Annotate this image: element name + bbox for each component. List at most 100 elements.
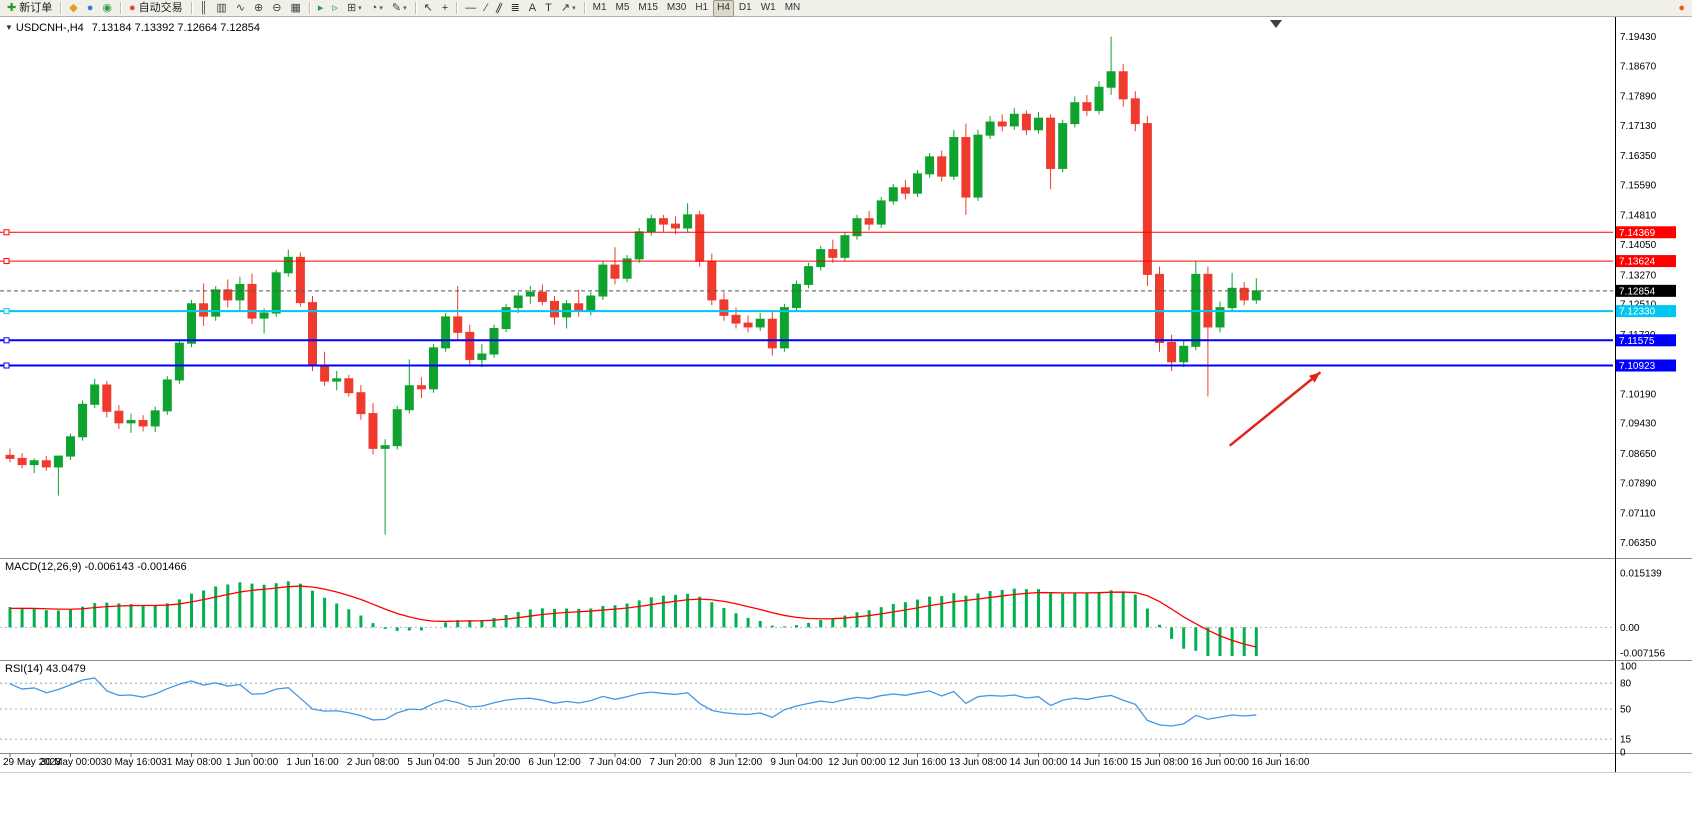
toolbar-separator — [456, 2, 458, 14]
horizontal-line-button[interactable]: — — [461, 0, 480, 17]
text-label-icon: T — [545, 1, 552, 14]
chart-canvas[interactable]: 7.19430 7.18670 7.17890 7.17130 7.16350 7.155… — [0, 17, 1692, 837]
svg-text:7.07890: 7.07890 — [1620, 478, 1657, 489]
fibonacci-button[interactable]: ≣ — [507, 0, 524, 17]
svg-text:7.07110: 7.07110 — [1620, 508, 1656, 519]
price-tag: 7.13624 — [1616, 255, 1676, 268]
level-line-handle[interactable] — [3, 337, 10, 344]
crosshair-button[interactable]: + — [438, 0, 452, 17]
price-tag: 7.14369 — [1616, 226, 1676, 239]
timeframe-h4-button-label: H4 — [717, 2, 730, 13]
channel-icon: ∥ — [494, 0, 505, 15]
svg-text:5 Jun 04:00: 5 Jun 04:00 — [407, 757, 460, 768]
timeframe-w1-button[interactable]: W1 — [757, 0, 780, 17]
new-chart-icon: ⊞ — [346, 1, 357, 14]
fibonacci-icon: ≣ — [510, 1, 520, 14]
timeframe-h4-button[interactable]: H4 — [713, 0, 734, 17]
bar-chart-icon: ║ — [199, 1, 208, 14]
new-chart-button[interactable]: ⊞ ▾ — [343, 0, 366, 17]
svg-text:15: 15 — [1620, 735, 1632, 746]
macd-indicator-label: MACD(12,26,9) -0.006143 -0.001466 — [5, 561, 187, 573]
level-line-handle[interactable] — [3, 229, 10, 236]
cursor-icon: ↖ — [423, 1, 433, 14]
dropdown-caret-icon: ▾ — [358, 4, 362, 12]
chart-shift-marker-icon[interactable] — [1270, 20, 1282, 28]
level-line-handle[interactable] — [3, 258, 10, 265]
autotrading-button[interactable]: ● 自动交易 — [125, 0, 187, 17]
svg-text:8 Jun 12:00: 8 Jun 12:00 — [710, 757, 763, 768]
price-tag: 7.12854 — [1616, 284, 1676, 297]
zoom-out-button[interactable]: ⊖ — [268, 0, 285, 17]
price-tag: 7.11575 — [1616, 334, 1676, 347]
svg-text:16 Jun 00:00: 16 Jun 00:00 — [1191, 757, 1249, 768]
clock-icon: ◔ — [370, 1, 378, 14]
tile-windows-button[interactable]: ▦ — [286, 0, 304, 17]
equidistant-channel-button[interactable]: ∥ — [492, 0, 506, 17]
arrows-button[interactable]: ↗ ▾ — [557, 0, 580, 17]
collapse-indicator-icon[interactable]: ▼ — [5, 23, 13, 32]
svg-text:7.16350: 7.16350 — [1620, 151, 1657, 162]
trendline-button[interactable]: ∕ — [481, 0, 491, 17]
data-window-button[interactable]: ◉ — [98, 0, 116, 17]
auto-scroll-icon: ▸ — [317, 1, 324, 14]
trend-arrow-annotation[interactable] — [1228, 371, 1322, 447]
line-chart-type-button[interactable]: ∿ — [232, 0, 249, 17]
timeframe-m15-button-label: M15 — [638, 2, 658, 13]
timeframe-m15-button[interactable]: M15 — [634, 0, 661, 17]
timeframe-m5-button-label: M5 — [615, 2, 630, 13]
svg-text:7.15590: 7.15590 — [1620, 181, 1657, 192]
ohlc-values-label: 7.13184 7.13392 7.12664 7.12854 — [91, 22, 260, 34]
periods-button[interactable]: ◔ ▾ — [367, 0, 387, 17]
notification-button[interactable]: ● — [1674, 0, 1689, 17]
svg-text:7.10190: 7.10190 — [1620, 389, 1657, 400]
zoom-in-button[interactable]: ⊕ — [250, 0, 267, 17]
level-line-handle[interactable] — [3, 362, 10, 369]
price-tag: 7.12330 — [1616, 305, 1676, 318]
svg-text:7.14810: 7.14810 — [1620, 211, 1657, 222]
refresh-icon: ◉ — [102, 1, 112, 14]
svg-text:80: 80 — [1620, 679, 1632, 690]
autotrading-button-label: 自动交易 — [138, 1, 183, 14]
toolbar-separator — [414, 2, 416, 14]
svg-text:0.00: 0.00 — [1620, 623, 1640, 634]
svg-text:9 Jun 04:00: 9 Jun 04:00 — [770, 757, 823, 768]
svg-text:7.13624: 7.13624 — [1619, 257, 1656, 268]
news-button[interactable]: ◆ — [65, 0, 81, 17]
rsi-indicator-label: RSI(14) 43.0479 — [5, 663, 86, 675]
svg-text:7.12854: 7.12854 — [1619, 286, 1656, 297]
auto-scroll-button[interactable]: ▸ — [314, 0, 328, 17]
timeframe-mn-button[interactable]: MN — [781, 0, 805, 17]
svg-text:100: 100 — [1620, 662, 1637, 673]
text-label-button[interactable]: T — [541, 0, 556, 17]
timeframe-m1-button[interactable]: M1 — [589, 0, 611, 17]
svg-text:30 May 16:00: 30 May 16:00 — [101, 757, 162, 768]
candles-layer — [5, 36, 1261, 535]
svg-text:12 Jun 00:00: 12 Jun 00:00 — [828, 757, 886, 768]
toolbar: ✚ 新订单 ◆ ● ◉ ● 自动交易 ║ ▥ ∿ ⊕ ⊖ ▦ ▸ ▹ ⊞ ▾ ◔ ▾ ✎ ▾ ↖ + — ∕ ∥ ≣ A T ↗ ▾ M1 M5… — [0, 0, 1692, 17]
timeframe-h1-button[interactable]: H1 — [691, 0, 712, 17]
alert-dot-icon: ● — [1678, 1, 1685, 14]
text-button[interactable]: A — [525, 0, 540, 17]
timeframe-m5-button[interactable]: M5 — [612, 0, 634, 17]
price-axis[interactable]: 7.19430 7.18670 7.17890 7.17130 7.16350 7.155… — [1620, 32, 1665, 758]
bar-chart-type-button[interactable]: ║ — [196, 0, 212, 17]
svg-text:15 Jun 08:00: 15 Jun 08:00 — [1131, 757, 1189, 768]
rsi-line — [9, 677, 1257, 727]
template-icon: ✎ — [391, 1, 402, 14]
templates-button[interactable]: ✎ ▾ — [388, 0, 411, 17]
svg-text:7.17890: 7.17890 — [1620, 92, 1657, 103]
level-line-handle[interactable] — [3, 308, 10, 315]
timeframe-d1-button-label: D1 — [738, 2, 752, 13]
chart-shift-button[interactable]: ▹ — [328, 0, 342, 17]
market-watch-button[interactable]: ● — [83, 0, 98, 17]
svg-text:7.14050: 7.14050 — [1620, 240, 1657, 251]
timeframe-m30-button[interactable]: M30 — [663, 0, 690, 17]
svg-text:29 May 2023: 29 May 2023 — [3, 757, 61, 768]
cursor-button[interactable]: ↖ — [420, 0, 437, 17]
candlestick-chart-type-button[interactable]: ▥ — [212, 0, 230, 17]
timeframe-d1-button[interactable]: D1 — [735, 0, 756, 17]
svg-text:13 Jun 08:00: 13 Jun 08:00 — [949, 757, 1007, 768]
timeframe-m30-button-label: M30 — [666, 2, 687, 13]
new-order-button[interactable]: ✚ 新订单 — [3, 0, 56, 17]
